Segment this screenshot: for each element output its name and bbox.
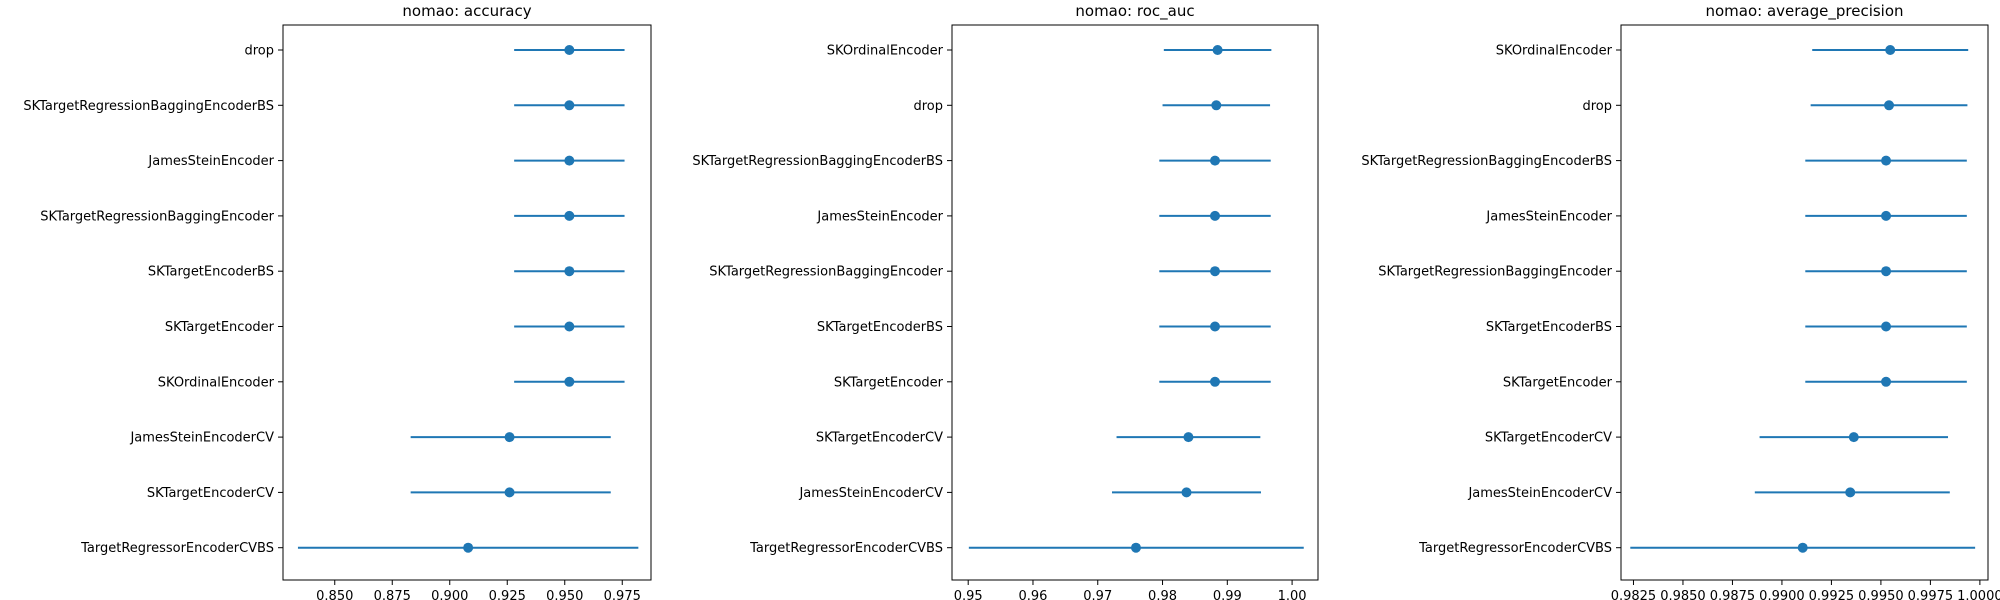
- category-label: drop: [1582, 99, 1612, 114]
- axes-frame: [951, 24, 1319, 581]
- x-tick-label: 0.98: [1148, 589, 1177, 600]
- category-label: JamesSteinEncoder: [1485, 209, 1612, 224]
- x-tick-label: 0.950: [546, 589, 583, 600]
- x-tick-label: 0.9900: [1759, 589, 1805, 600]
- chart-title: nomao: roc_auc: [1075, 2, 1194, 21]
- category-label: SKTargetEncoderCV: [147, 486, 274, 501]
- data-point: [504, 432, 515, 443]
- data-point: [1881, 266, 1892, 277]
- data-point: [504, 487, 515, 498]
- category-label: SKTargetRegressionBaggingEncoderBS: [692, 154, 943, 169]
- category-label: TargetRegressorEncoderCVBS: [1418, 541, 1612, 556]
- data-point: [1845, 487, 1856, 498]
- data-point: [1210, 266, 1221, 277]
- x-tick-label: 1.0000: [1957, 589, 2000, 600]
- data-point: [564, 155, 575, 166]
- data-point: [564, 266, 575, 277]
- category-label: JamesSteinEncoderCV: [1467, 486, 1612, 501]
- data-point: [1885, 45, 1896, 55]
- data-point: [1210, 376, 1221, 387]
- x-tick-label: 0.850: [316, 589, 353, 600]
- axes-frame: [282, 24, 652, 581]
- category-label: SKTargetRegressionBaggingEncoder: [709, 265, 943, 280]
- x-tick-label: 0.900: [431, 589, 468, 600]
- category-label: SKTargetEncoderBS: [148, 265, 274, 280]
- x-tick-label: 0.9875: [1710, 589, 1756, 600]
- chart-title: nomao: accuracy: [402, 2, 531, 20]
- x-tick-label: 0.95: [954, 589, 983, 600]
- category-label: JamesSteinEncoder: [816, 209, 943, 224]
- category-label: TargetRegressorEncoderCVBS: [749, 541, 943, 556]
- chart-panel-2: nomao: roc_auc 0.95 0.96 0.97 0.98 0.99 1.00 SK…: [692, 2, 1319, 600]
- data-point: [564, 45, 575, 55]
- category-label: JamesSteinEncoder: [147, 154, 274, 169]
- category-label: SKTargetEncoder: [1503, 375, 1613, 390]
- category-label: SKTargetRegressionBaggingEncoder: [1378, 265, 1612, 280]
- x-tick-label: 0.99: [1213, 589, 1242, 600]
- x-tick-label: 0.96: [1018, 589, 1047, 600]
- x-tick-label: 0.9950: [1858, 589, 1904, 600]
- category-label: JamesSteinEncoderCV: [798, 486, 943, 501]
- category-label: SKOrdinalEncoder: [1496, 44, 1613, 59]
- axes-frame: [1620, 24, 1989, 581]
- category-label: JamesSteinEncoderCV: [129, 431, 274, 446]
- x-tick-label: 0.875: [374, 589, 411, 600]
- data-point: [1881, 155, 1892, 166]
- category-label: SKTargetRegressionBaggingEncoder: [40, 209, 274, 224]
- x-tick-label: 0.975: [604, 589, 641, 600]
- category-label: SKTargetEncoder: [165, 320, 275, 335]
- data-point: [1130, 542, 1141, 553]
- category-label: SKTargetEncoderCV: [1485, 431, 1612, 446]
- data-point: [463, 542, 474, 553]
- data-point: [1183, 432, 1194, 443]
- data-point: [1210, 321, 1221, 332]
- data-point: [564, 100, 575, 111]
- data-point: [1881, 210, 1892, 221]
- data-point: [1848, 432, 1859, 443]
- data-point: [564, 321, 575, 332]
- category-label: SKOrdinalEncoder: [158, 375, 275, 390]
- x-tick-label: 0.9975: [1908, 589, 1954, 600]
- x-tick-label: 0.9825: [1611, 589, 1657, 600]
- category-label: SKTargetEncoderBS: [1486, 320, 1612, 335]
- data-point: [1210, 210, 1221, 221]
- data-point: [564, 376, 575, 387]
- data-point: [1881, 376, 1892, 387]
- data-point: [564, 210, 575, 221]
- category-label: SKTargetEncoderBS: [817, 320, 943, 335]
- category-label: drop: [913, 99, 943, 114]
- category-label: TargetRegressorEncoderCVBS: [80, 541, 274, 556]
- data-point: [1211, 100, 1222, 111]
- x-tick-label: 0.97: [1083, 589, 1112, 600]
- data-point: [1797, 542, 1808, 553]
- category-label: SKTargetRegressionBaggingEncoderBS: [23, 99, 274, 114]
- chart-panel-3: nomao: average_precision 0.9825 0.9850 0.98…: [1361, 2, 2000, 600]
- category-label: SKTargetEncoderCV: [816, 431, 943, 446]
- data-point: [1210, 155, 1221, 166]
- x-tick-label: 0.9925: [1809, 589, 1855, 600]
- data-point: [1884, 100, 1895, 111]
- x-tick-label: 1.00: [1278, 589, 1307, 600]
- category-label: drop: [244, 44, 274, 59]
- category-label: SKTargetRegressionBaggingEncoderBS: [1361, 154, 1612, 169]
- chart-title: nomao: average_precision: [1705, 2, 1903, 21]
- category-label: SKTargetEncoder: [834, 375, 944, 390]
- chart-panel-1: nomao: accuracy 0.850 0.875 0.900 0.925 0.950…: [23, 2, 652, 600]
- x-tick-label: 0.925: [489, 589, 526, 600]
- data-point: [1212, 45, 1223, 55]
- data-point: [1181, 487, 1192, 498]
- data-point: [1881, 321, 1892, 332]
- category-label: SKOrdinalEncoder: [827, 44, 944, 59]
- x-tick-label: 0.9850: [1660, 589, 1706, 600]
